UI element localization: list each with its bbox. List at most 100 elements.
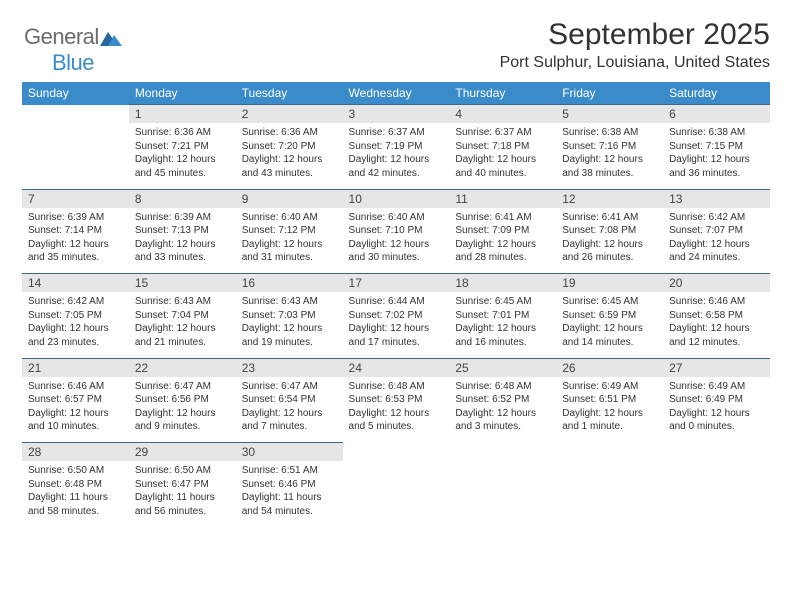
day-number-cell: 24 <box>343 358 450 377</box>
daylight-text: Daylight: 12 hours and 12 minutes. <box>669 322 764 349</box>
day-content-cell: Sunrise: 6:45 AMSunset: 6:59 PMDaylight:… <box>556 292 663 358</box>
sunrise-text: Sunrise: 6:46 AM <box>669 295 764 309</box>
day-content-cell: Sunrise: 6:43 AMSunset: 7:03 PMDaylight:… <box>236 292 343 358</box>
day-number-cell: 19 <box>556 274 663 293</box>
sunset-text: Sunset: 7:18 PM <box>455 140 550 154</box>
day-number: 16 <box>242 276 255 290</box>
sunset-text: Sunset: 6:56 PM <box>135 393 230 407</box>
day-number: 10 <box>349 192 362 206</box>
weekday-header: Thursday <box>449 82 556 105</box>
sunset-text: Sunset: 6:51 PM <box>562 393 657 407</box>
sunrise-text: Sunrise: 6:37 AM <box>349 126 444 140</box>
sunrise-text: Sunrise: 6:43 AM <box>242 295 337 309</box>
daylight-text: Daylight: 12 hours and 38 minutes. <box>562 153 657 180</box>
day-number-cell: 14 <box>22 274 129 293</box>
sunrise-text: Sunrise: 6:49 AM <box>669 380 764 394</box>
day-content-cell <box>343 461 450 527</box>
day-number-cell: 18 <box>449 274 556 293</box>
day-number: 17 <box>349 276 362 290</box>
day-number-cell: 30 <box>236 443 343 462</box>
sunset-text: Sunset: 6:49 PM <box>669 393 764 407</box>
sunset-text: Sunset: 7:09 PM <box>455 224 550 238</box>
day-number-cell: 13 <box>663 189 770 208</box>
day-content-cell: Sunrise: 6:45 AMSunset: 7:01 PMDaylight:… <box>449 292 556 358</box>
sunset-text: Sunset: 7:01 PM <box>455 309 550 323</box>
day-content-cell: Sunrise: 6:51 AMSunset: 6:46 PMDaylight:… <box>236 461 343 527</box>
weekday-header: Friday <box>556 82 663 105</box>
sunset-text: Sunset: 7:16 PM <box>562 140 657 154</box>
sunset-text: Sunset: 6:47 PM <box>135 478 230 492</box>
sunrise-text: Sunrise: 6:42 AM <box>669 211 764 225</box>
weekday-header: Tuesday <box>236 82 343 105</box>
day-number-cell: 26 <box>556 358 663 377</box>
sunset-text: Sunset: 7:02 PM <box>349 309 444 323</box>
day-content-cell: Sunrise: 6:36 AMSunset: 7:21 PMDaylight:… <box>129 123 236 189</box>
sunset-text: Sunset: 7:08 PM <box>562 224 657 238</box>
day-content-row: Sunrise: 6:46 AMSunset: 6:57 PMDaylight:… <box>22 377 770 443</box>
day-number-cell <box>22 105 129 124</box>
day-content-cell: Sunrise: 6:47 AMSunset: 6:56 PMDaylight:… <box>129 377 236 443</box>
daylight-text: Daylight: 11 hours and 58 minutes. <box>28 491 123 518</box>
sunset-text: Sunset: 7:10 PM <box>349 224 444 238</box>
daylight-text: Daylight: 12 hours and 21 minutes. <box>135 322 230 349</box>
day-number: 29 <box>135 445 148 459</box>
month-title: September 2025 <box>500 18 770 52</box>
sunset-text: Sunset: 6:53 PM <box>349 393 444 407</box>
day-number: 28 <box>28 445 41 459</box>
sunrise-text: Sunrise: 6:49 AM <box>562 380 657 394</box>
sunrise-text: Sunrise: 6:39 AM <box>28 211 123 225</box>
sunrise-text: Sunrise: 6:47 AM <box>135 380 230 394</box>
day-number: 18 <box>455 276 468 290</box>
day-content-cell: Sunrise: 6:40 AMSunset: 7:10 PMDaylight:… <box>343 208 450 274</box>
weekday-header: Monday <box>129 82 236 105</box>
day-content-cell: Sunrise: 6:48 AMSunset: 6:52 PMDaylight:… <box>449 377 556 443</box>
day-number: 3 <box>349 107 356 121</box>
day-number: 12 <box>562 192 575 206</box>
day-number-cell: 11 <box>449 189 556 208</box>
day-number-row: 28 29 30 <box>22 443 770 462</box>
sunset-text: Sunset: 7:21 PM <box>135 140 230 154</box>
day-content-cell: Sunrise: 6:36 AMSunset: 7:20 PMDaylight:… <box>236 123 343 189</box>
sunrise-text: Sunrise: 6:40 AM <box>242 211 337 225</box>
daylight-text: Daylight: 12 hours and 43 minutes. <box>242 153 337 180</box>
day-number: 24 <box>349 361 362 375</box>
sunset-text: Sunset: 7:13 PM <box>135 224 230 238</box>
day-number-cell: 17 <box>343 274 450 293</box>
day-content-cell: Sunrise: 6:50 AMSunset: 6:48 PMDaylight:… <box>22 461 129 527</box>
day-content-cell: Sunrise: 6:44 AMSunset: 7:02 PMDaylight:… <box>343 292 450 358</box>
daylight-text: Daylight: 12 hours and 35 minutes. <box>28 238 123 265</box>
day-content-cell: Sunrise: 6:47 AMSunset: 6:54 PMDaylight:… <box>236 377 343 443</box>
day-content-cell: Sunrise: 6:49 AMSunset: 6:49 PMDaylight:… <box>663 377 770 443</box>
sunrise-text: Sunrise: 6:51 AM <box>242 464 337 478</box>
sunset-text: Sunset: 6:57 PM <box>28 393 123 407</box>
sunrise-text: Sunrise: 6:36 AM <box>135 126 230 140</box>
day-number: 7 <box>28 192 35 206</box>
title-block: September 2025 Port Sulphur, Louisiana, … <box>500 18 770 72</box>
sunset-text: Sunset: 7:20 PM <box>242 140 337 154</box>
daylight-text: Daylight: 11 hours and 56 minutes. <box>135 491 230 518</box>
day-number: 23 <box>242 361 255 375</box>
day-number: 27 <box>669 361 682 375</box>
daylight-text: Daylight: 12 hours and 23 minutes. <box>28 322 123 349</box>
sunset-text: Sunset: 6:58 PM <box>669 309 764 323</box>
sunrise-text: Sunrise: 6:36 AM <box>242 126 337 140</box>
day-number-cell <box>343 443 450 462</box>
daylight-text: Daylight: 12 hours and 30 minutes. <box>349 238 444 265</box>
day-content-cell: Sunrise: 6:38 AMSunset: 7:16 PMDaylight:… <box>556 123 663 189</box>
daylight-text: Daylight: 12 hours and 0 minutes. <box>669 407 764 434</box>
day-content-cell: Sunrise: 6:49 AMSunset: 6:51 PMDaylight:… <box>556 377 663 443</box>
sunset-text: Sunset: 6:54 PM <box>242 393 337 407</box>
day-number-cell: 28 <box>22 443 129 462</box>
day-number-cell: 5 <box>556 105 663 124</box>
daylight-text: Daylight: 12 hours and 31 minutes. <box>242 238 337 265</box>
day-number-cell <box>556 443 663 462</box>
daylight-text: Daylight: 12 hours and 5 minutes. <box>349 407 444 434</box>
sunset-text: Sunset: 7:15 PM <box>669 140 764 154</box>
sunset-text: Sunset: 7:14 PM <box>28 224 123 238</box>
day-number-cell: 12 <box>556 189 663 208</box>
day-number: 15 <box>135 276 148 290</box>
day-number: 8 <box>135 192 142 206</box>
sunrise-text: Sunrise: 6:50 AM <box>28 464 123 478</box>
day-number: 20 <box>669 276 682 290</box>
weekday-header: Wednesday <box>343 82 450 105</box>
